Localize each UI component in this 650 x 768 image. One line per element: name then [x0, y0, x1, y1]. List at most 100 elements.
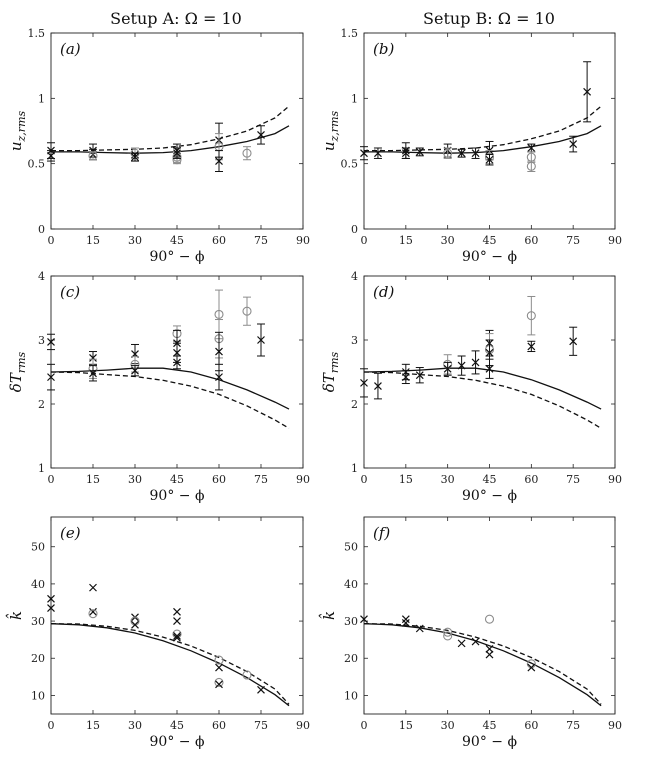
x-tick-label: 60 — [524, 234, 538, 247]
x-tick-label: 75 — [254, 473, 268, 486]
data-point-cross — [173, 149, 181, 158]
data-point-cross — [215, 157, 223, 165]
y-tick-label: 3 — [351, 334, 358, 347]
data-point-cross — [215, 663, 223, 672]
x-tick-label: 75 — [566, 473, 580, 486]
data-point-cross — [257, 336, 265, 344]
data-point-cross — [527, 663, 536, 672]
data-point-cross — [374, 382, 382, 391]
panel-b: 0 15 30 45 60 75 90 0 0.5 1 1.5 90° − ϕ uz,rms (b) — [320, 27, 622, 265]
y-tick-label: 3 — [38, 334, 45, 347]
x-tick-label: 15 — [399, 719, 413, 732]
data-point-circle — [172, 629, 182, 639]
data-point-cross — [401, 615, 410, 624]
data-point-cross — [374, 149, 382, 158]
y-tick-label: 30 — [344, 615, 358, 628]
x-tick-label: 45 — [483, 719, 497, 732]
data-point-cross — [173, 358, 181, 367]
x-tick-label: 0 — [361, 719, 368, 732]
data-point-cross — [527, 342, 536, 351]
solid-model-curve — [51, 125, 290, 154]
data-point-cross — [583, 87, 592, 96]
y-tick-label: 1 — [351, 462, 358, 475]
data-point-circle — [130, 616, 140, 626]
data-point-cross — [485, 364, 494, 373]
y-axis-label: δTrms — [320, 351, 341, 392]
x-tick-label: 0 — [48, 719, 55, 732]
data-point-cross — [131, 366, 139, 375]
x-tick-label: 0 — [48, 473, 55, 486]
data-point-cross — [360, 615, 368, 624]
x-tick-label: 60 — [524, 719, 538, 732]
plot-frame — [363, 32, 616, 230]
y-tick-label: 40 — [344, 578, 358, 591]
y-tick-label: 0.5 — [28, 158, 46, 171]
data-point-cross — [47, 151, 55, 160]
data-point-circle — [443, 631, 453, 641]
dashed-model-curve — [50, 623, 290, 705]
data-point-cross — [457, 149, 466, 158]
data-point-cross — [89, 583, 97, 592]
data-point-cross — [89, 607, 97, 616]
y-tick-label: 1 — [38, 462, 45, 475]
x-tick-label: 30 — [441, 473, 455, 486]
x-tick-label: 0 — [48, 234, 55, 247]
panel-e: 0 15 30 45 60 75 90 10 20 30 40 50 90° − ϕ k̂ (e) — [6, 516, 310, 750]
y-tick-label: 50 — [31, 541, 45, 554]
data-point-cross — [415, 624, 424, 633]
data-point-cross — [173, 617, 181, 626]
y-axis-label: k̂ — [6, 611, 25, 620]
data-point-cross — [485, 645, 494, 653]
dashed-model-curve — [363, 371, 602, 429]
y-tick-label: 0 — [38, 223, 45, 236]
data-point-circle — [88, 151, 98, 161]
data-point-circle — [88, 609, 98, 619]
x-axis-label: 90° − ϕ — [462, 249, 517, 265]
data-point-cross — [89, 369, 97, 378]
data-point-cross — [47, 373, 55, 382]
y-axis-label: k̂ — [319, 611, 338, 620]
data-point-circle — [526, 311, 536, 321]
x-axis-label: 90° − ϕ — [150, 249, 205, 265]
x-tick-label: 90 — [608, 234, 622, 247]
data-point-cross — [47, 337, 55, 346]
y-tick-label: 4 — [351, 270, 358, 283]
data-point-cross — [173, 633, 181, 642]
x-tick-label: 15 — [86, 473, 100, 486]
data-point-cross — [485, 155, 494, 164]
y-tick-label: 20 — [31, 652, 45, 665]
panel-a: 0 15 30 45 60 75 90 0 0.5 1 1.5 90° − ϕ uz,rms (a) — [7, 27, 310, 265]
x-tick-label: 0 — [361, 234, 368, 247]
data-point-cross — [131, 620, 139, 629]
x-tick-label: 45 — [170, 473, 184, 486]
data-point-cross — [443, 364, 452, 373]
x-tick-label: 75 — [566, 234, 580, 247]
x-tick-label: 75 — [566, 719, 580, 732]
x-axis-label: 90° − ϕ — [462, 488, 517, 504]
data-point-cross — [47, 604, 55, 612]
panel-label: (c) — [60, 283, 80, 301]
x-tick-label: 60 — [524, 473, 538, 486]
y-tick-label: 10 — [31, 689, 45, 702]
data-point-cross — [401, 619, 410, 627]
x-tick-label: 15 — [399, 473, 413, 486]
data-point-circle — [214, 309, 224, 319]
x-tick-label: 45 — [483, 234, 497, 247]
y-tick-label: 50 — [344, 541, 358, 554]
y-tick-label: 40 — [31, 578, 45, 591]
x-tick-label: 75 — [254, 234, 268, 247]
data-point-cross — [215, 373, 223, 382]
x-tick-label: 30 — [128, 719, 142, 732]
x-tick-label: 0 — [361, 473, 368, 486]
y-tick-label: 10 — [344, 689, 358, 702]
dashed-model-curve — [50, 371, 290, 429]
x-tick-label: 30 — [128, 473, 142, 486]
x-axis-label: 90° − ϕ — [150, 488, 205, 504]
data-point-cross — [257, 130, 265, 139]
data-point-circle — [443, 627, 453, 637]
x-tick-label: 15 — [399, 234, 413, 247]
data-point-circle — [526, 161, 536, 171]
data-point-cross — [471, 358, 480, 367]
data-point-cross — [401, 149, 410, 158]
